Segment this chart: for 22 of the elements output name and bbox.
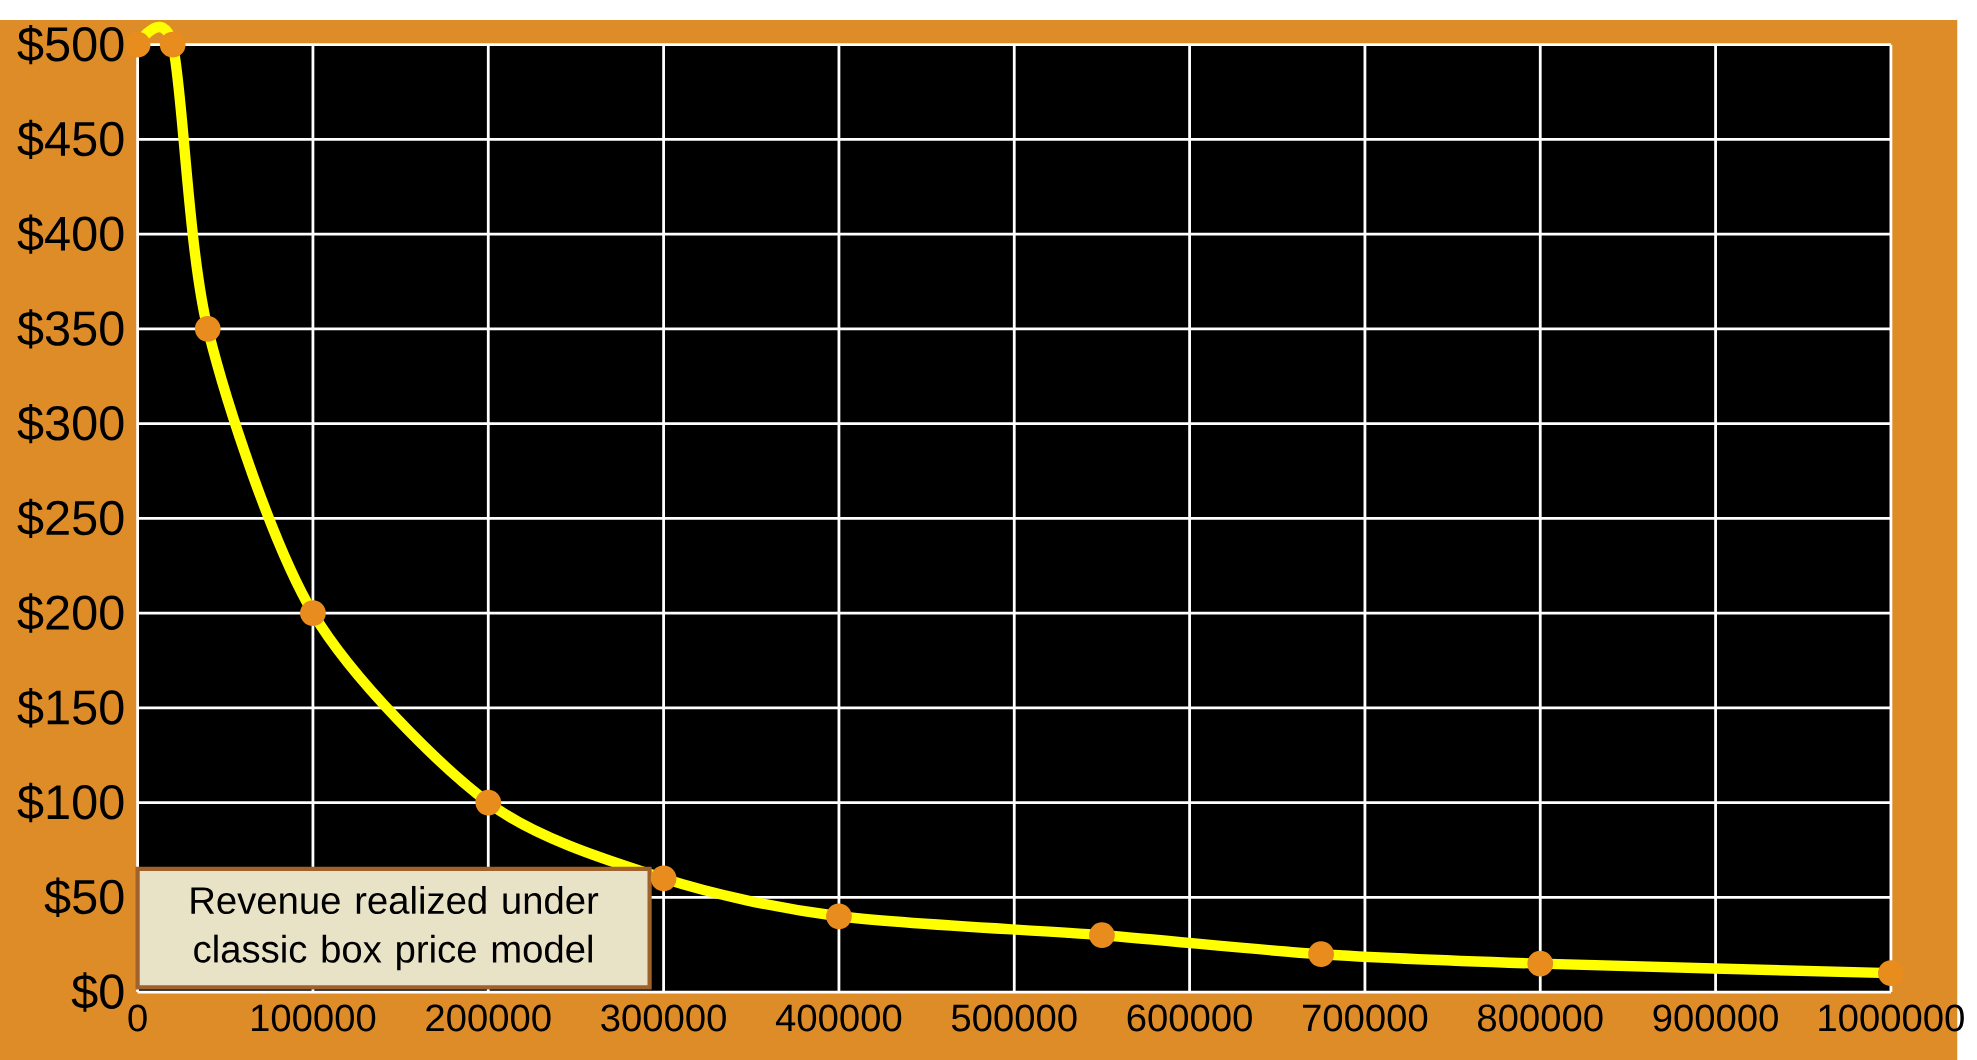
x-tick-label: 400000 (775, 1004, 902, 1032)
x-tick-label: 900000 (1653, 1004, 1778, 1032)
x-tick-label: 800000 (1478, 1004, 1603, 1032)
y-tick-label: $400 (17, 214, 124, 254)
x-tick-label: 0 (128, 1004, 147, 1032)
y-tick-label: $0 (71, 972, 124, 1012)
y-tick-label: $250 (17, 498, 124, 538)
x-tick-label: 700000 (1303, 1004, 1428, 1032)
y-tick-label: $100 (17, 782, 124, 823)
y-tick-label: $450 (17, 119, 124, 159)
x-tick-label: 500000 (951, 1004, 1077, 1032)
x-tick-label: 200000 (426, 1004, 551, 1032)
y-tick-label: $50 (44, 877, 124, 917)
y-tick-label: $300 (17, 403, 124, 444)
y-tick-label: $500 (17, 24, 124, 65)
y-tick-label: $200 (17, 593, 124, 633)
x-tick-label: 600000 (1127, 1004, 1252, 1032)
annotation: Revenue realized under classic box price model (191, 885, 599, 971)
y-tick-label: $350 (17, 308, 124, 349)
x-tick-label: 300000 (601, 1004, 726, 1032)
y-tick-label: $150 (17, 687, 124, 728)
x-tick-label: 100000 (251, 1004, 376, 1032)
